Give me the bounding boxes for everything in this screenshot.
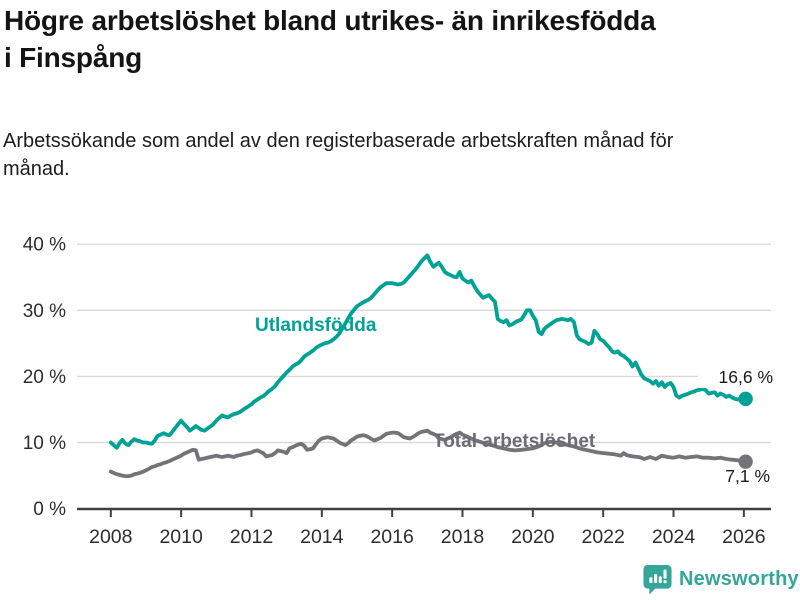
x-tick-label-2012: 2012 bbox=[230, 526, 273, 548]
brand-footer: Newsworthy bbox=[643, 564, 799, 595]
y-tick-label-30: 30 % bbox=[23, 301, 66, 322]
end-value-label-total: 7,1 % bbox=[725, 466, 770, 486]
brand-name: Newsworthy bbox=[679, 568, 799, 590]
bar-2 bbox=[654, 574, 658, 584]
series-label-total: Total arbetslöshet bbox=[433, 431, 596, 452]
x-tick-label-2008: 2008 bbox=[89, 526, 132, 548]
series-end-dot-total bbox=[738, 454, 753, 469]
y-tick-label-20: 20 % bbox=[23, 367, 66, 388]
x-tick-label-2026: 2026 bbox=[722, 526, 765, 548]
speech-bubble-shape bbox=[643, 565, 672, 595]
y-tick-label-0: 0 % bbox=[33, 499, 66, 520]
x-tick-label-2010: 2010 bbox=[159, 526, 203, 548]
series-label-utlandsfodda: Utlandsfödda bbox=[255, 315, 377, 336]
series-line-utlandsfodda bbox=[108, 253, 748, 450]
y-tick-label-40: 40 % bbox=[23, 235, 66, 256]
series-line-total bbox=[108, 428, 748, 479]
x-tick-label-2024: 2024 bbox=[652, 526, 696, 548]
exclamation-dot bbox=[663, 580, 667, 584]
x-tick-label-2016: 2016 bbox=[370, 526, 413, 548]
series-end-dot-utlandsfodda bbox=[738, 391, 753, 407]
x-tick-label-2020: 2020 bbox=[511, 526, 555, 548]
x-tick-label-2022: 2022 bbox=[581, 526, 624, 548]
exclamation-stem bbox=[663, 569, 667, 579]
x-tick-label-2018: 2018 bbox=[441, 526, 484, 548]
x-tick-label-2014: 2014 bbox=[300, 526, 344, 548]
chart-subtitle: Arbetssökande som andel av den registerb… bbox=[3, 130, 674, 180]
chart-title: Högre arbetslöshet bland utrikes- än inr… bbox=[4, 5, 656, 74]
y-tick-label-10: 10 % bbox=[23, 433, 66, 454]
bar-1 bbox=[649, 577, 653, 584]
newsworthy-logo-icon bbox=[643, 565, 672, 595]
end-value-label-utlandsfodda: 16,6 % bbox=[698, 367, 774, 388]
bar-3 bbox=[658, 576, 662, 584]
